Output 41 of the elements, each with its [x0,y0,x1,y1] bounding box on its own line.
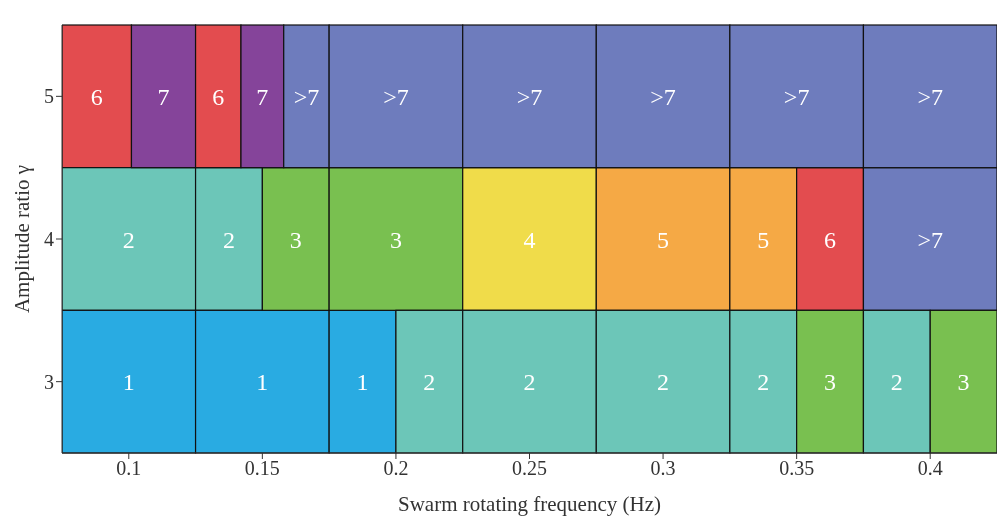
annotation: 3 [957,369,970,396]
annotation: >7 [383,83,409,110]
y-tick-label: 3 [44,370,54,393]
annotation: 3 [289,226,302,253]
annotation: 6 [212,83,225,110]
annotation: >7 [516,83,543,110]
x-tick-label: 0.1 [116,457,142,480]
annotation: 7 [256,83,269,110]
x-axis-title: Swarm rotating frequency (Hz) [398,492,661,516]
x-tick-label: 0.3 [650,457,676,480]
annotation: 5 [757,226,770,253]
annotation: 3 [824,369,837,396]
x-tick-label: 0.35 [779,457,815,480]
x-tick-label: 0.25 [512,457,547,480]
annotation: 1 [356,369,369,396]
annotation: 2 [890,369,903,396]
annotation: 5 [657,226,670,253]
annotation: 6 [90,83,103,110]
annotation: 7 [157,83,170,110]
annotation: 2 [657,369,670,396]
x-tick-label: 0.15 [244,457,280,480]
annotation: 2 [222,226,235,253]
annotation: 1 [122,369,135,396]
annotation: 2 [423,369,436,396]
annotation: 4 [523,226,536,253]
annotation: >7 [650,83,676,110]
annotation: 1 [256,369,269,396]
x-tick-label: 0.2 [383,457,409,480]
x-tick-label: 0.4 [917,457,943,480]
annotation: 2 [122,226,135,253]
y-tick-label: 4 [44,228,54,251]
annotation: >7 [917,226,943,253]
y-tick-label: 5 [44,85,54,108]
annotation: >7 [917,83,943,110]
annotation: 2 [757,369,770,396]
annotation: 3 [389,226,402,253]
annotation: 2 [523,369,536,396]
annotation: >7 [293,83,320,110]
y-axis-title: Amplitude ratio γ [10,164,35,314]
annotation: 6 [824,226,837,253]
annotation: >7 [783,83,810,110]
